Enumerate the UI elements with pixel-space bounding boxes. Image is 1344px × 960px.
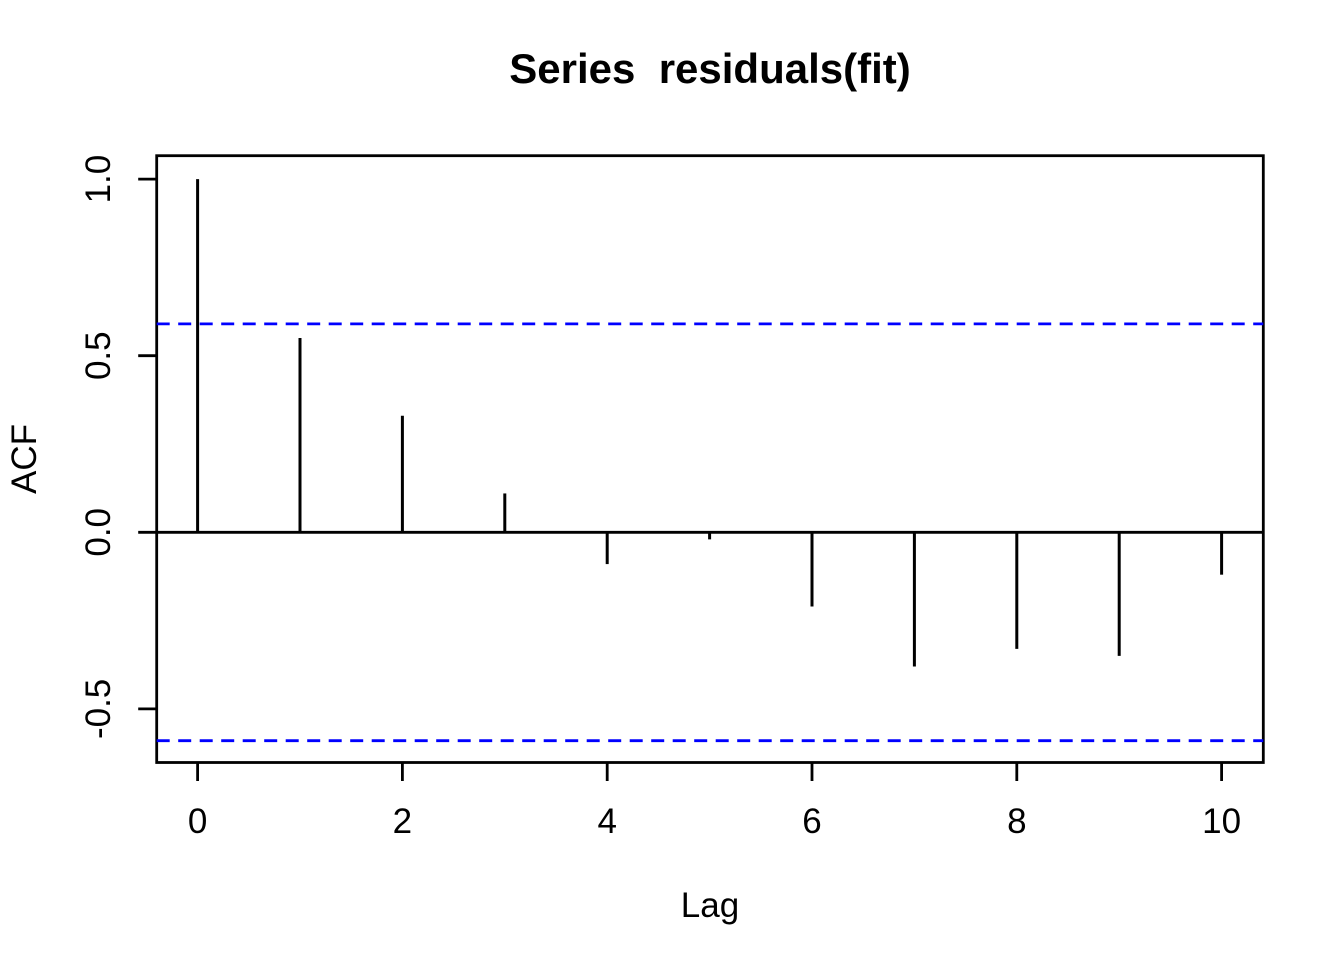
plot-box	[155, 154, 1265, 764]
plot-border	[155, 154, 1265, 764]
x-axis: 0 2 4 6 8 10	[188, 762, 1241, 841]
x-tick-label: 2	[393, 802, 412, 841]
y-tick-label: -0.5	[79, 679, 118, 739]
y-tick-label: 0.0	[79, 508, 118, 557]
x-tick-label: 8	[1007, 802, 1026, 841]
x-tick-label: 10	[1202, 802, 1241, 841]
acf-spikes	[196, 179, 1224, 667]
chart-title: Series residuals(fit)	[509, 45, 910, 92]
y-tick-label: 0.5	[79, 331, 118, 380]
x-tick-label: 4	[597, 802, 616, 841]
y-axis: 1.0 0.5 0.0 -0.5	[79, 155, 157, 739]
x-axis-title: Lag	[681, 886, 739, 925]
y-tick-label: 1.0	[79, 155, 118, 204]
confidence-lines	[156, 322, 1264, 743]
x-tick-label: 0	[188, 802, 207, 841]
x-tick-label: 6	[802, 802, 821, 841]
y-axis-title: ACF	[5, 424, 44, 494]
